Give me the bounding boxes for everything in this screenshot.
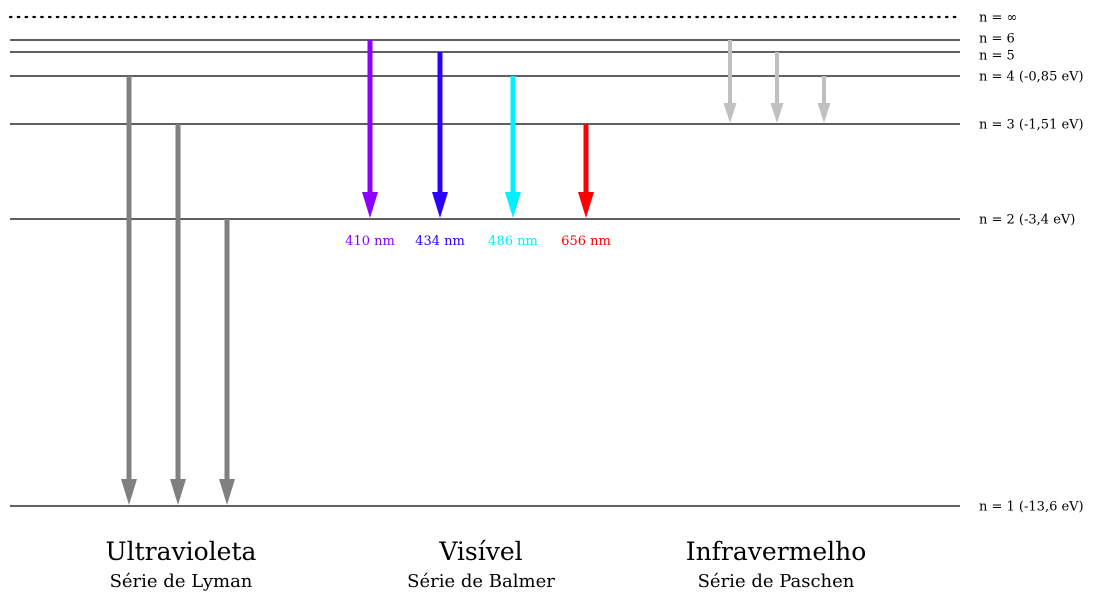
spectral-region-title: Visível: [438, 537, 522, 566]
transition-arrowhead: [362, 192, 378, 218]
transition-arrowhead: [432, 192, 448, 218]
series-name: Série de Paschen: [698, 571, 855, 592]
energy-level-label: n = 1 (-13,6 eV): [979, 500, 1084, 515]
transition-arrowhead: [770, 103, 784, 123]
energy-level-label: n = 2 (-3,4 eV): [979, 213, 1075, 228]
energy-level-label: n = ∞: [979, 11, 1017, 26]
transition-arrowhead: [505, 192, 521, 218]
series-name: Série de Lyman: [110, 571, 253, 592]
transition-arrowhead: [121, 479, 137, 505]
transition-arrowhead: [578, 192, 594, 218]
spectral-region-title: Ultravioleta: [106, 537, 257, 566]
wavelength-label: 656 nm: [561, 234, 611, 249]
wavelength-label: 486 nm: [488, 234, 538, 249]
transition-arrowhead: [723, 103, 737, 123]
wavelength-label: 410 nm: [345, 234, 395, 249]
energy-level-label: n = 6: [979, 32, 1015, 47]
energy-level-label: n = 4 (-0,85 eV): [979, 70, 1084, 85]
transition-arrowhead: [170, 479, 186, 505]
wavelength-label: 434 nm: [415, 234, 465, 249]
transition-arrowhead: [817, 103, 831, 123]
series-name: Série de Balmer: [407, 571, 555, 592]
energy-level-label: n = 5: [979, 49, 1015, 64]
transition-arrowhead: [219, 479, 235, 505]
spectral-region-title: Infravermelho: [686, 537, 867, 566]
energy-level-label: n = 3 (-1,51 eV): [979, 118, 1084, 133]
